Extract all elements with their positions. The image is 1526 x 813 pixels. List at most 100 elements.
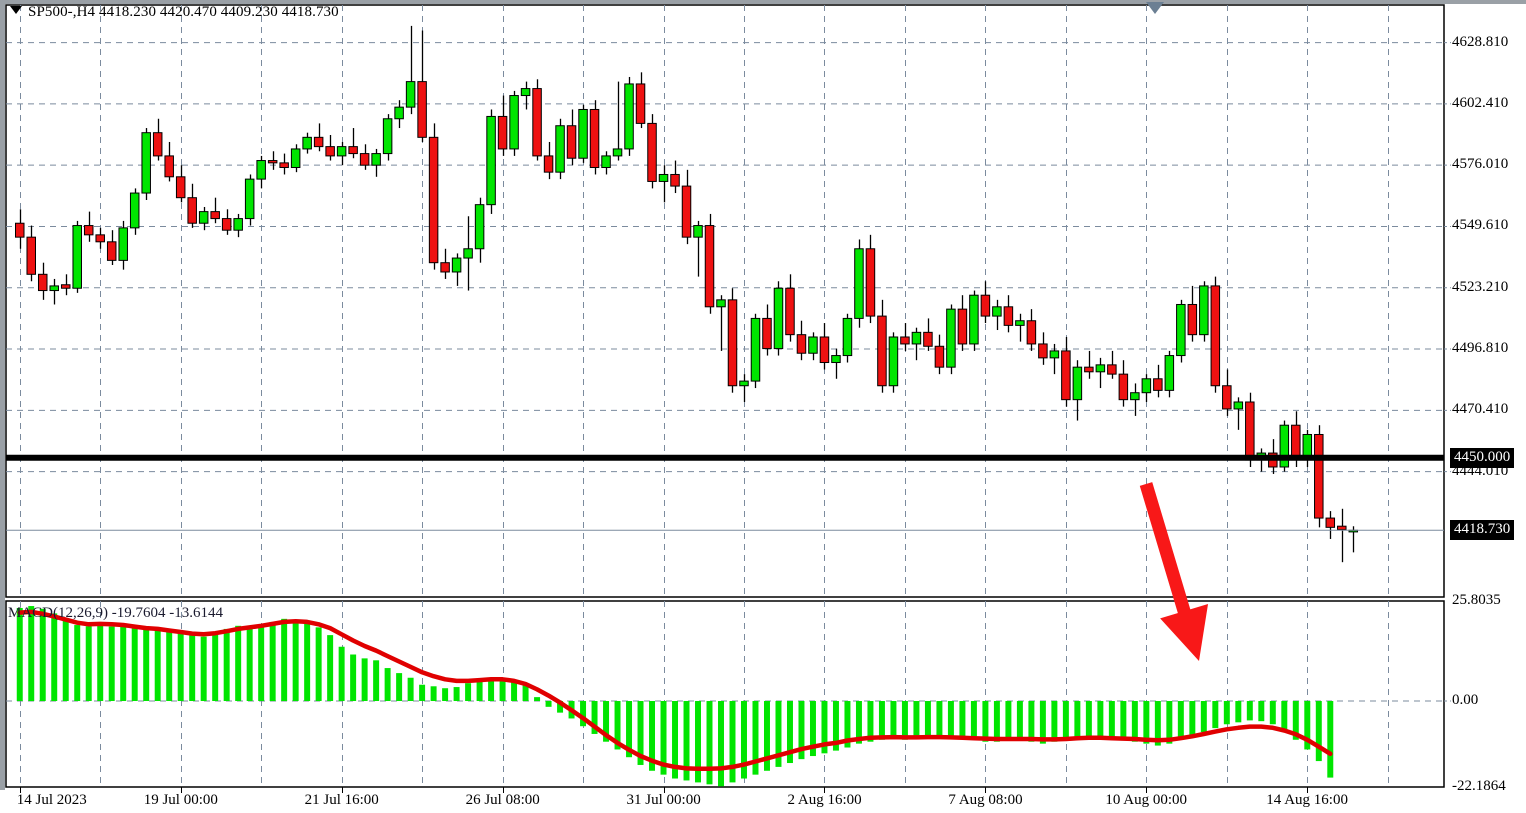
- candle-body: [670, 173, 680, 187]
- candle-body: [267, 160, 278, 164]
- macd-histogram-bar: [1223, 701, 1230, 725]
- candle-body: [95, 234, 105, 243]
- triangle-down-icon[interactable]: [10, 6, 22, 14]
- time-axis-label-6: 7 Aug 08:00: [948, 792, 1023, 808]
- macd-histogram-bar: [1131, 701, 1138, 742]
- macd-histogram-bar: [1016, 701, 1023, 740]
- candle-body: [601, 155, 611, 169]
- candle-body: [842, 317, 853, 357]
- candle-body: [325, 146, 335, 157]
- candle-body: [1084, 366, 1094, 373]
- price-axis-label-1: 4602.410: [1452, 94, 1509, 111]
- candle-body: [750, 317, 761, 382]
- macd-histogram-bar: [1200, 701, 1207, 733]
- candle-body: [1026, 320, 1037, 345]
- candle-body: [1314, 433, 1324, 519]
- candle-body: [923, 331, 933, 347]
- candle-body: [83, 225, 94, 236]
- candle-body: [394, 106, 404, 120]
- time-axis-label-5: 2 Aug 16:00: [787, 792, 862, 808]
- candle-body: [739, 380, 749, 387]
- macd-histogram-bar: [534, 697, 541, 702]
- macd-histogram-bar: [1327, 701, 1334, 778]
- bearish-arrow[interactable]: [1139, 482, 1209, 661]
- price-axis-label-3: 4549.610: [1452, 217, 1509, 234]
- macd-histogram-bar: [154, 628, 161, 702]
- macd-histogram-bar: [350, 654, 357, 702]
- candle-body: [1118, 373, 1129, 401]
- time-axis-label-8: 14 Aug 16:00: [1266, 792, 1348, 808]
- price-level-badge: 4450.000: [1450, 447, 1515, 468]
- macd-histogram-bar: [959, 701, 966, 739]
- macd-histogram-bar: [51, 613, 58, 702]
- candle-body: [831, 355, 841, 364]
- macd-histogram-bar: [361, 658, 368, 702]
- candle-body: [1233, 401, 1244, 410]
- macd-histogram-bar: [1120, 701, 1127, 741]
- macd-histogram-bar: [1212, 701, 1219, 729]
- candle-body: [1199, 285, 1209, 336]
- candle-body: [221, 218, 232, 231]
- candle-body: [566, 125, 577, 159]
- candle-body: [198, 211, 209, 224]
- window-frame-bottom: [0, 790, 1526, 813]
- candle-body: [428, 136, 439, 264]
- candle-body: [808, 336, 818, 354]
- macd-histogram-bar: [269, 621, 276, 702]
- macd-histogram-bar: [775, 701, 782, 767]
- candle-body: [313, 136, 324, 148]
- candle-body: [946, 308, 956, 368]
- macd-histogram-bar: [177, 632, 184, 702]
- macd-axis-label-2: -22.1864: [1452, 778, 1506, 794]
- candle-body: [969, 294, 979, 345]
- macd-histogram-bar: [1097, 701, 1104, 739]
- candle-body: [60, 284, 71, 289]
- chart-top-marker[interactable]: [1146, 2, 1164, 14]
- price-axis-label-4: 4523.210: [1452, 278, 1509, 295]
- candle-body: [1130, 392, 1140, 401]
- candle-body: [1222, 385, 1232, 410]
- candle-body: [1164, 355, 1175, 391]
- macd-histogram-bar: [798, 701, 805, 760]
- macd-histogram-bar: [488, 677, 495, 702]
- macd-histogram-bar: [373, 660, 380, 702]
- candle-body: [72, 225, 82, 289]
- candle-body: [877, 315, 887, 387]
- macd-histogram-bar: [120, 626, 127, 702]
- candle-body: [336, 146, 347, 157]
- macd-histogram-bar: [131, 628, 138, 702]
- macd-histogram-bar: [695, 701, 701, 783]
- candle-body: [1187, 303, 1198, 336]
- macd-histogram-bar: [97, 623, 104, 702]
- macd-histogram-bar: [189, 635, 196, 702]
- macd-histogram-bar: [855, 701, 862, 744]
- candle-body: [141, 132, 151, 194]
- macd-histogram-bar: [1258, 701, 1265, 722]
- window-frame-left: [0, 0, 5, 790]
- macd-histogram-bar: [281, 618, 288, 702]
- macd-histogram-bar: [1292, 701, 1299, 740]
- candle-body: [1245, 401, 1255, 461]
- macd-histogram-bar: [442, 688, 449, 702]
- price-axis-label-6: 4470.410: [1452, 401, 1509, 418]
- macd-histogram-bar: [936, 701, 943, 737]
- candlestick-series: [14, 25, 1359, 563]
- candle-body: [888, 336, 899, 387]
- macd-histogram-bar: [511, 680, 518, 702]
- candle-body: [727, 299, 738, 387]
- time-axis-label-7: 10 Aug 00:00: [1105, 792, 1188, 808]
- macd-histogram-bar: [338, 646, 345, 702]
- candle-body: [486, 115, 496, 206]
- time-axis-label-3: 26 Jul 08:00: [465, 792, 540, 808]
- candle-body: [578, 108, 588, 159]
- macd-histogram-bar: [603, 701, 610, 742]
- macd-histogram-bar: [1177, 701, 1184, 740]
- macd-histogram-bar: [384, 668, 391, 702]
- candle-body: [1337, 525, 1347, 531]
- candle-body: [865, 248, 876, 317]
- macd-histogram-bar: [786, 701, 793, 764]
- candle-body: [624, 83, 634, 150]
- candle-body: [279, 162, 289, 169]
- candle-body: [187, 197, 197, 224]
